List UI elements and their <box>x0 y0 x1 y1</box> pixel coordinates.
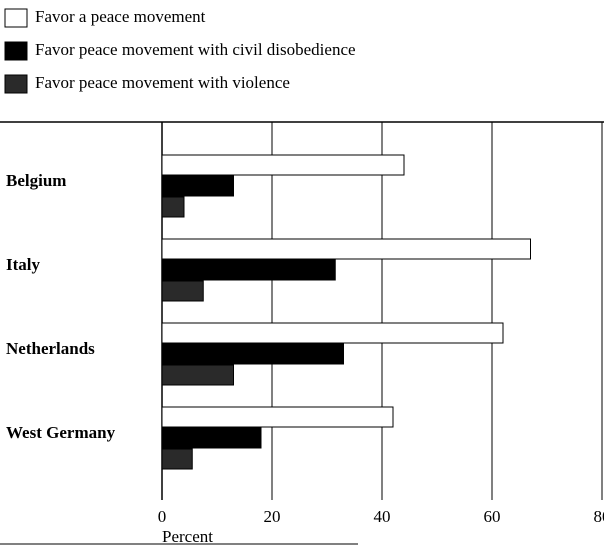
legend-label: Favor peace movement with civil disobedi… <box>35 40 356 59</box>
x-axis-label: Percent <box>162 527 213 546</box>
category-label: Netherlands <box>6 339 95 358</box>
x-tick-label: 40 <box>374 507 391 526</box>
x-tick-label: 80 <box>594 507 604 526</box>
x-tick-label: 0 <box>158 507 167 526</box>
category-label: West Germany <box>6 423 116 442</box>
bar <box>161 154 405 176</box>
x-tick-label: 60 <box>484 507 501 526</box>
legend-swatch <box>4 41 28 61</box>
bar <box>161 238 531 260</box>
legend-swatch <box>4 8 28 28</box>
bar <box>161 427 262 449</box>
category-label: Italy <box>6 255 41 274</box>
bar <box>161 196 185 218</box>
bar <box>161 175 234 197</box>
legend-label: Favor peace movement with violence <box>35 73 290 92</box>
bar <box>161 406 394 428</box>
category-label: Belgium <box>6 171 66 190</box>
bar <box>161 448 193 470</box>
legend-swatch <box>4 74 28 94</box>
bar <box>161 259 336 281</box>
bar <box>161 280 204 302</box>
bar <box>161 364 234 386</box>
bar <box>161 322 504 344</box>
x-tick-label: 20 <box>264 507 281 526</box>
legend-label: Favor a peace movement <box>35 7 206 26</box>
bar <box>161 343 344 365</box>
